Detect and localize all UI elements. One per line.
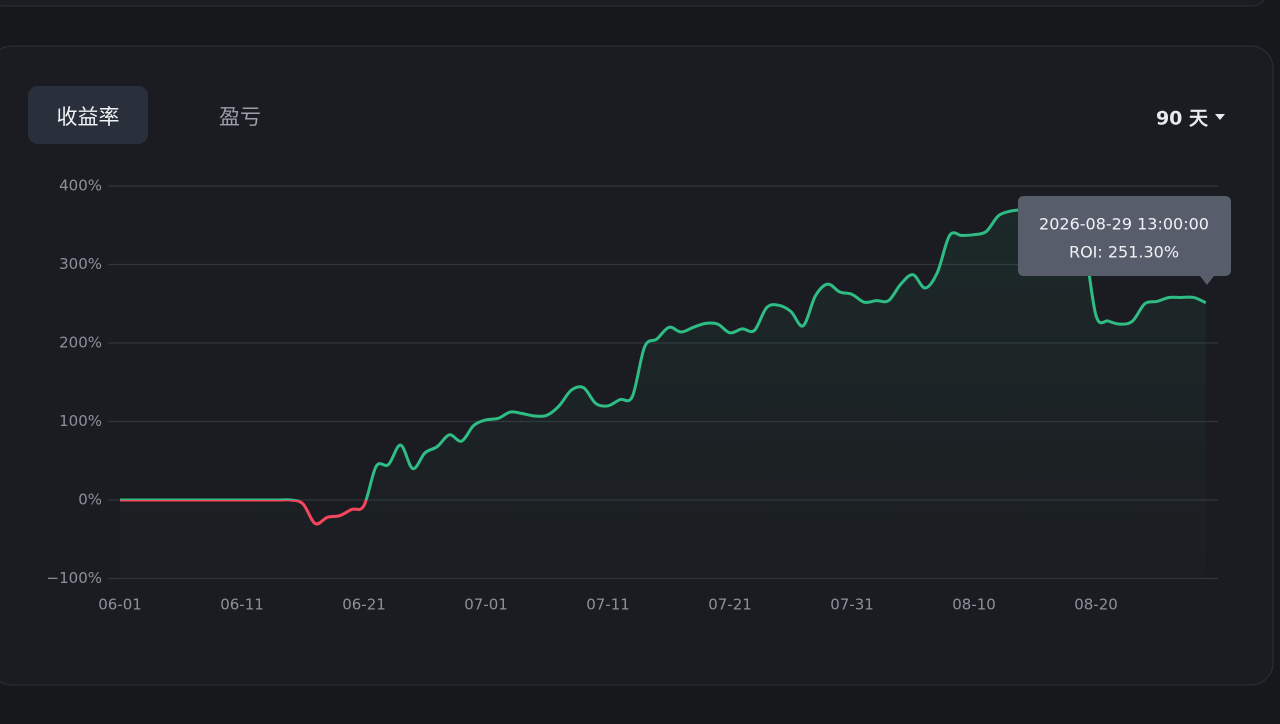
- x-tick-label: 08-20: [1074, 596, 1118, 614]
- x-tick-label: 06-21: [342, 596, 386, 614]
- y-tick-label: −100%: [47, 569, 102, 587]
- x-tick-label: 07-11: [586, 596, 630, 614]
- plot: −100% 0% 100% 200% 300% 400% 06-01 06-11 06-21 07…: [47, 177, 1231, 614]
- y-tick-label: 100%: [59, 412, 102, 430]
- y-tick-label: 0%: [78, 491, 102, 509]
- tooltip-time: 2026-08-29 13:00:00: [1039, 215, 1209, 234]
- tabs: 收益率 盈亏: [28, 86, 261, 144]
- x-tick-label: 07-21: [708, 596, 752, 614]
- area: [120, 207, 1206, 579]
- y-tick-label: 200%: [59, 334, 102, 352]
- x-tick-label: 06-11: [220, 596, 264, 614]
- y-tick-label: 400%: [59, 177, 102, 195]
- tab[interactable]: 盈亏: [219, 105, 261, 129]
- x-tick-label: 07-01: [464, 596, 508, 614]
- y-tick-label: 300%: [59, 255, 102, 273]
- tab-active-bg: [28, 86, 148, 144]
- x-tick-label: 07-31: [830, 596, 874, 614]
- dropdown-arrow: [1215, 114, 1225, 120]
- tooltip: 2026-08-29 13:00:00 ROI: 251.30%: [1018, 196, 1231, 285]
- tooltip-value: ROI: 251.30%: [1069, 243, 1179, 262]
- upper-card: [0, 0, 1265, 7]
- tab[interactable]: 收益率: [57, 105, 120, 129]
- range-selector[interactable]: 90 天: [1156, 108, 1209, 130]
- tooltip-box: [1018, 196, 1231, 285]
- x-tick-label: 06-01: [98, 596, 142, 614]
- x-tick-label: 08-10: [952, 596, 996, 614]
